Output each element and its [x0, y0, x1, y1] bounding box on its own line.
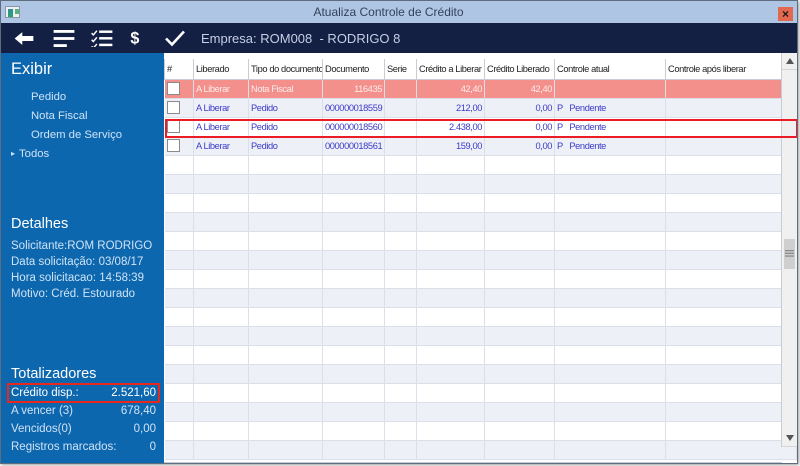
svg-text:$: $ [130, 30, 139, 47]
